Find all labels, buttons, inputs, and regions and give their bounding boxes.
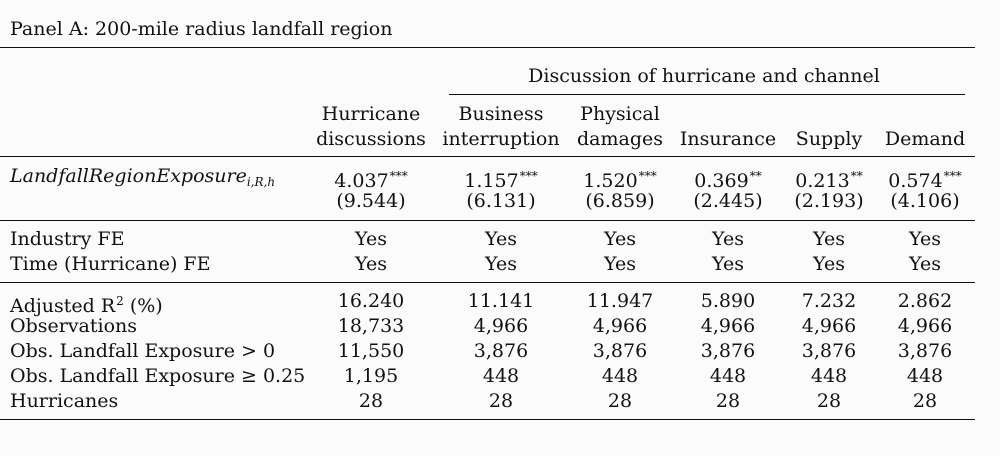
coef-cell: 4.037*** [334,165,407,192]
row-label: Obs. Landfall Exposure ≥ 0.25 [10,365,306,387]
panel-title: Panel A: 200-mile radius landfall region [10,18,393,40]
table-cell: 28 [358,390,384,412]
coef-stars: ** [850,169,863,183]
table-cell: 4,966 [801,315,857,337]
coef-value: 1.157 [464,170,519,192]
table-cell: 3,876 [592,340,648,362]
table-cell: Yes [355,253,387,275]
table-cell: 448 [482,365,520,387]
table-cell: 11.947 [586,290,654,312]
table-cell: 7.232 [801,290,857,312]
group-header: Discussion of hurricane and channel [528,65,880,87]
coef-stars: *** [943,169,962,183]
table-cell: 3,876 [897,340,953,362]
table-cell: 5.890 [700,290,756,312]
tstat-cell: (6.131) [466,190,536,212]
coef-stars: ** [749,169,762,183]
col-header-6: Demand [884,128,966,150]
table-cell: Yes [712,228,744,250]
col-header-1-line1: Hurricane [321,103,421,125]
coef-stars: *** [389,169,408,183]
exposure-row-label: LandfallRegionExposurei,R,h [10,165,275,193]
table-cell: 28 [912,390,938,412]
table-cell: 16.240 [337,290,405,312]
adj-r2-label: Adjusted R2 (%) [10,290,163,317]
table-cell: Yes [355,228,387,250]
table-cell: 11,550 [337,340,405,362]
coef-cell: 0.369** [694,165,761,192]
table-cell: Yes [485,228,517,250]
table-cell: 4,966 [473,315,529,337]
section-rule [0,220,975,221]
table-cell: 448 [810,365,848,387]
table-cell: 3,876 [801,340,857,362]
coef-stars: *** [519,169,538,183]
table-cell: Yes [604,228,636,250]
table-cell: Yes [909,253,941,275]
tstat-cell: (9.544) [336,190,406,212]
table-cell: 18,733 [337,315,405,337]
table-cell: 28 [488,390,514,412]
coef-value: 4.037 [334,170,389,192]
row-label: Hurricanes [10,390,119,412]
adj-r2-label-sup: 2 [116,294,124,308]
tstat-cell: (2.193) [794,190,864,212]
col-header-2-line2: interruption [442,128,560,150]
table-cell: Yes [813,253,845,275]
coef-cell: 0.213** [795,165,862,192]
col-header-3-line1: Physical [580,103,660,125]
table-cell: 4,966 [592,315,648,337]
coef-stars: *** [638,169,657,183]
adj-r2-label-pre: Adjusted R [10,295,116,317]
row-label: Obs. Landfall Exposure > 0 [10,340,276,362]
table-cell: 1,195 [343,365,399,387]
exposure-label-subscript: i,R,h [246,175,276,189]
table-cell: 448 [906,365,944,387]
coef-value: 1.520 [583,170,638,192]
table-cell: 4,966 [700,315,756,337]
col-header-4: Insurance [679,128,777,150]
table-cell: 3,876 [473,340,529,362]
table-cell: 448 [709,365,747,387]
table-cell: Yes [604,253,636,275]
coef-value: 0.369 [694,170,749,192]
exposure-label-main: LandfallRegionExposure [10,165,247,187]
table-cell: 11.141 [467,290,535,312]
table-cell: Yes [813,228,845,250]
col-header-1-line2: discussions [316,128,426,150]
table-cell: Yes [712,253,744,275]
row-label: Industry FE [10,228,125,250]
col-header-5: Supply [795,128,863,150]
table-cell: 448 [601,365,639,387]
table-cell: Yes [909,228,941,250]
top-rule [0,47,975,48]
col-header-3-line2: damages [577,128,663,150]
group-header-underline [449,94,965,95]
bottom-rule [0,419,975,420]
tstat-cell: (6.859) [585,190,655,212]
coef-cell: 1.157*** [464,165,537,192]
tstat-cell: (2.445) [693,190,763,212]
coef-cell: 1.520*** [583,165,656,192]
table-cell: 4,966 [897,315,953,337]
adj-r2-label-post: (%) [123,295,163,317]
col-header-2-line1: Business [458,103,544,125]
table-cell: 2.862 [897,290,953,312]
coef-value: 0.213 [795,170,850,192]
table-cell: Yes [485,253,517,275]
header-rule [0,156,975,157]
table-cell: 3,876 [700,340,756,362]
coef-value: 0.574 [888,170,943,192]
table-cell: 28 [607,390,633,412]
coef-cell: 0.574*** [888,165,961,192]
row-label: Time (Hurricane) FE [10,253,211,275]
table-cell: 28 [715,390,741,412]
section-rule [0,282,975,283]
tstat-cell: (4.106) [890,190,960,212]
row-label: Observations [10,315,138,337]
table-cell: 28 [816,390,842,412]
